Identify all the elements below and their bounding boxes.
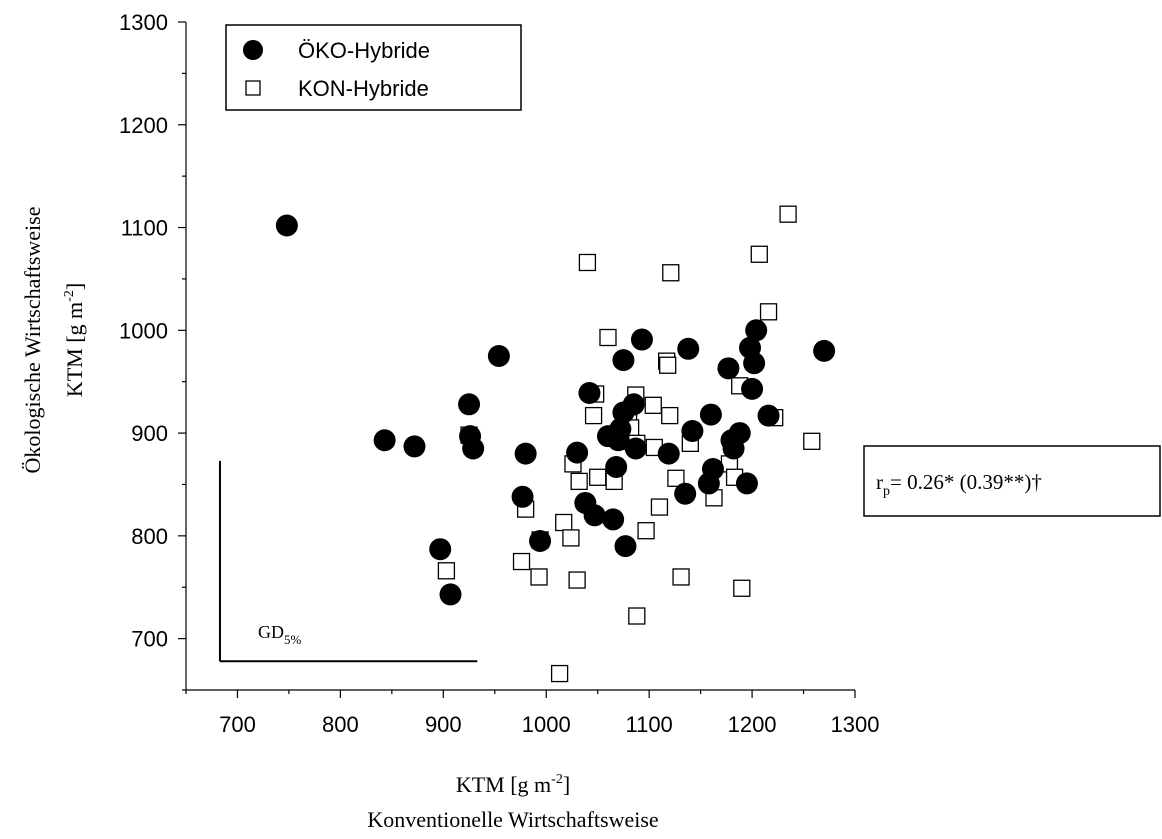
data-point-kon bbox=[662, 264, 680, 282]
data-point-kon bbox=[437, 562, 456, 580]
data-point-oeko bbox=[487, 345, 510, 367]
data-point-oeko bbox=[701, 458, 724, 481]
data-point-kon bbox=[578, 253, 597, 272]
data-point-kon bbox=[584, 406, 603, 425]
data-point-kon bbox=[650, 498, 669, 516]
legend-label-oeko: ÖKO-Hybride bbox=[298, 38, 430, 63]
data-point-oeko bbox=[566, 441, 589, 464]
data-point-oeko bbox=[741, 377, 764, 400]
legend-label-kon: KON-Hybride bbox=[298, 76, 429, 101]
y-axis-ticks: 700 800 900 1000 1100 1200 1300 bbox=[119, 10, 186, 691]
data-point-kon bbox=[562, 529, 580, 547]
data-point-kon bbox=[661, 406, 679, 425]
annotation-box bbox=[863, 445, 1161, 517]
data-point-kon bbox=[667, 469, 685, 487]
data-point-kon bbox=[733, 579, 751, 597]
legend-marker-kon bbox=[245, 80, 261, 96]
x-tick-label: 1300 bbox=[831, 712, 880, 737]
x-axis-subtitle: Konventionelle Wirtschaftsweise bbox=[367, 807, 658, 832]
x-tick-label: 700 bbox=[219, 712, 256, 737]
data-point-oeko bbox=[609, 417, 632, 440]
data-point-kon bbox=[568, 571, 586, 589]
data-point-oeko bbox=[677, 337, 700, 360]
data-point-kon bbox=[779, 205, 797, 223]
legend-marker-oeko bbox=[243, 40, 263, 60]
x-axis: 700 800 900 1000 1100 1200 1300 bbox=[185, 689, 880, 737]
data-point-oeko bbox=[439, 583, 462, 606]
data-point-oeko bbox=[813, 339, 836, 362]
x-tick-label: 1200 bbox=[728, 712, 777, 737]
data-point-kon bbox=[550, 664, 569, 683]
data-point-oeko bbox=[458, 393, 481, 416]
data-point-kon bbox=[530, 568, 548, 586]
data-point-oeko bbox=[602, 508, 625, 531]
annotation-text: rp= 0.26* (0.39**)† bbox=[876, 470, 1042, 499]
data-point-kon bbox=[637, 522, 655, 540]
data-point-oeko bbox=[624, 437, 647, 460]
data-point-oeko bbox=[630, 328, 653, 351]
data-point-kon bbox=[589, 468, 607, 486]
gd-label: GD5% bbox=[258, 622, 302, 647]
data-point-oeko bbox=[403, 435, 426, 458]
data-point-kon bbox=[750, 245, 768, 263]
y-tick-label: 1200 bbox=[119, 113, 168, 138]
correlation-annotation: rp= 0.26* (0.39**)† bbox=[863, 445, 1161, 517]
data-point-oeko bbox=[614, 535, 637, 558]
data-point-kon bbox=[803, 432, 821, 450]
y-tick-label: 1100 bbox=[121, 216, 168, 241]
data-point-oeko bbox=[735, 472, 758, 495]
data-point-oeko bbox=[373, 429, 396, 452]
x-tick-label: 900 bbox=[425, 712, 462, 737]
data-point-kon bbox=[599, 328, 617, 347]
y-axis-unit: KTM [g m-2] bbox=[62, 283, 87, 397]
y-tick-label: 1000 bbox=[119, 318, 168, 343]
data-point-kon bbox=[555, 513, 573, 532]
y-axis-title: Ökologische Wirtschaftsweise bbox=[20, 207, 45, 474]
y-tick-label: 700 bbox=[131, 627, 168, 652]
data-point-oeko bbox=[583, 504, 606, 527]
legend-box bbox=[225, 24, 522, 111]
data-point-kon bbox=[628, 607, 646, 625]
x-tick-label: 1100 bbox=[625, 712, 672, 737]
data-point-oeko bbox=[605, 455, 628, 478]
data-point-oeko bbox=[429, 538, 452, 561]
data-point-oeko bbox=[728, 422, 751, 445]
data-point-kon bbox=[759, 303, 778, 321]
x-tick-label: 1000 bbox=[522, 712, 571, 737]
data-point-oeko bbox=[529, 529, 552, 552]
x-tick-label: 800 bbox=[322, 712, 359, 737]
series-oeko-hybride bbox=[275, 214, 836, 606]
data-point-oeko bbox=[657, 442, 680, 465]
y-tick-label: 1300 bbox=[119, 10, 168, 35]
data-point-oeko bbox=[674, 482, 697, 505]
data-point-oeko bbox=[275, 214, 298, 237]
data-point-oeko bbox=[757, 404, 780, 427]
data-point-oeko bbox=[743, 352, 766, 375]
data-point-oeko bbox=[612, 349, 635, 372]
x-axis-title: KTM [g m-2] bbox=[456, 772, 570, 797]
x-axis-ticks: 700 800 900 1000 1100 1200 1300 bbox=[185, 690, 880, 737]
data-point-oeko bbox=[681, 420, 704, 443]
data-point-oeko bbox=[578, 381, 601, 404]
data-point-kon bbox=[644, 396, 662, 414]
legend: ÖKO-Hybride KON-Hybride bbox=[225, 24, 522, 111]
y-axis: 700 800 900 1000 1100 1200 1300 bbox=[119, 10, 187, 691]
data-point-kon bbox=[659, 356, 677, 374]
data-point-oeko bbox=[622, 393, 645, 416]
gd-bracket: GD5% bbox=[218, 460, 478, 663]
data-point-oeko bbox=[745, 319, 768, 342]
data-point-oeko bbox=[511, 485, 534, 508]
data-point-oeko bbox=[514, 442, 537, 465]
data-point-kon bbox=[512, 552, 531, 571]
data-point-kon bbox=[570, 472, 588, 491]
data-point-oeko bbox=[717, 357, 740, 380]
data-point-oeko bbox=[462, 437, 485, 460]
y-tick-label: 900 bbox=[131, 421, 168, 446]
data-point-oeko bbox=[699, 403, 722, 426]
data-point-kon bbox=[672, 568, 690, 586]
y-tick-label: 800 bbox=[131, 524, 168, 549]
